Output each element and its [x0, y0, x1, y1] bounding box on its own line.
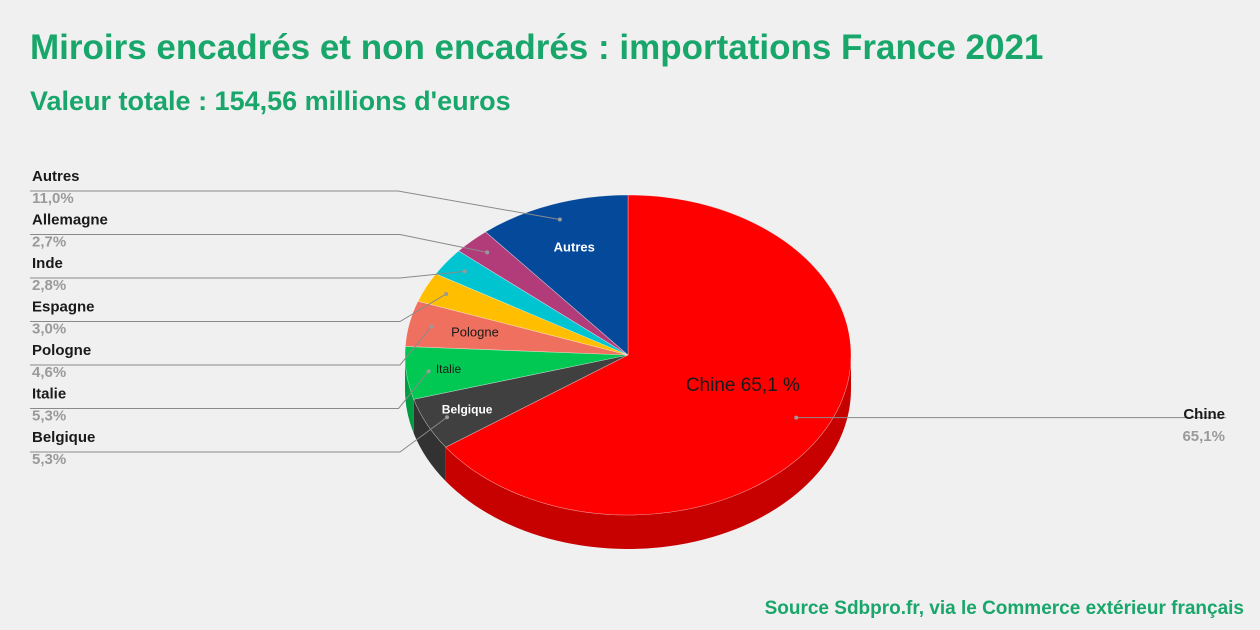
callout-pct-belgique: 5,3% — [32, 451, 66, 468]
slice-label-italie: Italie — [436, 362, 462, 376]
callout-pct-pologne: 4,6% — [32, 364, 66, 381]
chart-subtitle: Valeur totale : 154,56 millions d'euros — [30, 86, 511, 116]
callout-name-pologne: Pologne — [32, 342, 91, 359]
callout-name-inde: Inde — [32, 255, 63, 272]
chart-title: Miroirs encadrés et non encadrés : impor… — [30, 28, 1044, 67]
slice-label-belgique: Belgique — [442, 403, 493, 417]
callout-name-autres: Autres — [32, 168, 80, 185]
source-note: Source Sdbpro.fr, via le Commerce extéri… — [764, 598, 1244, 619]
callout-pct-espagne: 3,0% — [32, 321, 66, 338]
callout-name-chine: Chine — [1183, 406, 1225, 423]
callout-name-italie: Italie — [32, 386, 66, 403]
slice-side-chine — [445, 355, 851, 550]
slice-label-autres: Autres — [554, 240, 595, 255]
callout-pct-chine: 65,1% — [1182, 428, 1225, 445]
callout-pct-inde: 2,8% — [32, 277, 66, 294]
slice-label-chine: Chine 65,1 % — [686, 375, 800, 396]
callout-name-espagne: Espagne — [32, 299, 95, 316]
slice-autres — [485, 194, 629, 356]
callout-name-allemagne: Allemagne — [32, 212, 108, 229]
slice-label-pologne: Pologne — [451, 324, 499, 339]
slice-chine — [445, 194, 852, 516]
callout-pct-allemagne: 2,7% — [32, 234, 66, 251]
slice-side-belgique — [413, 399, 446, 482]
callout-pct-italie: 5,3% — [32, 408, 66, 425]
callout-pct-autres: 11,0% — [32, 190, 74, 207]
slice-side-italie — [405, 355, 414, 434]
callout-name-belgique: Belgique — [32, 429, 95, 446]
